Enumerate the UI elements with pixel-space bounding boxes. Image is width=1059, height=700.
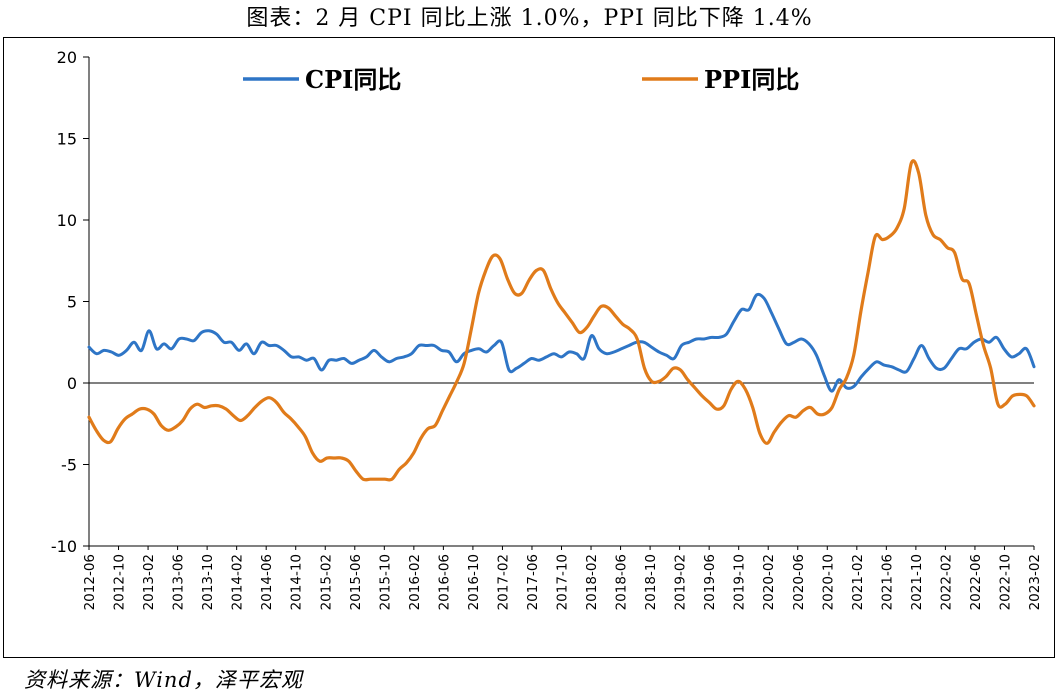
x-tick-label: 2022-06: [968, 554, 984, 610]
x-tick-label: 2018-02: [584, 554, 600, 610]
x-tick-label: 2022-10: [997, 554, 1013, 610]
x-tick-label: 2022-02: [938, 554, 954, 610]
x-tick-label: 2013-06: [171, 554, 187, 610]
x-tick-label: 2013-02: [141, 554, 157, 610]
series-line-cpi: [87, 292, 1036, 393]
y-tick-label: 20: [57, 48, 77, 67]
x-tick-label: 2016-02: [407, 554, 423, 610]
y-tick-label: -10: [51, 537, 77, 556]
source-note: 资料来源：Wind，泽平宏观: [24, 668, 303, 692]
chart-title: 图表：2 月 CPI 同比上涨 1.0%，PPI 同比下降 1.4%: [246, 6, 813, 31]
x-tick-label: 2015-02: [318, 554, 334, 610]
x-tick-label: 2023-02: [1027, 554, 1043, 610]
y-tick-label: -5: [61, 456, 77, 475]
y-tick-label: 0: [67, 374, 77, 393]
x-tick-label: 2021-02: [850, 554, 866, 610]
chart-frame: -10 -5 0 5 10 15 20 2012-06 2012-10 2013-02 2013-0…: [3, 37, 1055, 658]
x-tick-label: 2013-10: [200, 554, 216, 610]
legend-label-ppi: PPI同比: [704, 65, 799, 94]
x-tick-label: 2017-02: [495, 554, 511, 610]
x-tick-label: 2021-06: [879, 554, 895, 610]
x-tick-label: 2012-06: [82, 554, 98, 610]
line-chart: -10 -5 0 5 10 15 20 2012-06 2012-10 2013-02 2013-0…: [51, 48, 1043, 610]
x-tick-label: 2014-10: [289, 554, 305, 610]
x-tick-label: 2016-10: [466, 554, 482, 610]
x-tick-label: 2017-06: [525, 554, 541, 610]
x-tick-label: 2018-06: [614, 554, 630, 610]
series-line-ppi: [87, 159, 1036, 482]
x-tick-label: 2015-06: [348, 554, 364, 610]
x-tick-label: 2014-06: [259, 554, 275, 610]
x-tick-label: 2016-06: [436, 554, 452, 610]
legend-label-cpi: CPI同比: [305, 65, 401, 94]
x-tick-label: 2019-02: [673, 554, 689, 610]
y-tick-label: 15: [57, 130, 77, 149]
x-tick-label: 2015-10: [377, 554, 393, 610]
y-tick-label: 10: [57, 211, 77, 230]
axes: -10 -5 0 5 10 15 20 2012-06 2012-10 2013-02 2013-0…: [51, 48, 1043, 610]
y-tick-label: 5: [67, 293, 77, 312]
x-tick-label: 2020-06: [791, 554, 807, 610]
x-tick-label: 2020-02: [761, 554, 777, 610]
x-tick-label: 2017-10: [555, 554, 571, 610]
x-tick-label: 2012-10: [112, 554, 128, 610]
x-tick-label: 2020-10: [820, 554, 836, 610]
x-tick-label: 2018-10: [643, 554, 659, 610]
x-tick-label: 2014-02: [230, 554, 246, 610]
legend: CPI同比 PPI同比: [243, 65, 799, 94]
x-tick-label: 2019-10: [732, 554, 748, 610]
series-layer: [87, 159, 1036, 482]
x-tick-label: 2019-06: [702, 554, 718, 610]
x-tick-label: 2021-10: [909, 554, 925, 610]
